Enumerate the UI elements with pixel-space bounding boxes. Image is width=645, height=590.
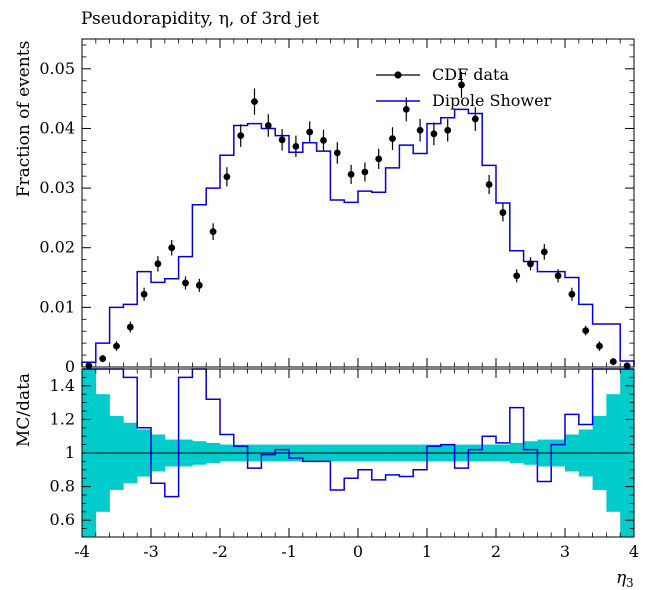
legend-label-mc: Dipole Shower	[432, 91, 552, 110]
legend: CDF data Dipole Shower	[376, 65, 552, 110]
data-point	[306, 128, 314, 136]
data-point	[389, 135, 396, 142]
data-point	[430, 130, 438, 138]
data-point	[499, 209, 507, 216]
data-point	[444, 126, 452, 134]
x-tick-label: 4	[629, 542, 639, 561]
data-point	[485, 181, 493, 188]
data-point	[540, 248, 548, 256]
legend-label-data: CDF data	[432, 65, 509, 84]
x-tick-label: -4	[74, 542, 90, 561]
y-tick-label-bottom: 1.4	[50, 376, 75, 395]
data-point	[251, 98, 258, 106]
ratio-panel: -4 -3 -2 -1 0 1 2 3 4 0.6 0.8 1 1.2 1.4	[50, 368, 639, 561]
chart-title: Pseudorapidity, η, of 3rd jet	[81, 9, 319, 29]
mc-series-line	[81, 108, 635, 367]
data-point	[182, 279, 189, 287]
data-series	[85, 71, 631, 370]
data-point	[113, 342, 120, 350]
data-point	[568, 290, 576, 298]
data-point	[320, 136, 327, 144]
x-tick-label: 1	[422, 542, 432, 561]
legend-data-marker	[394, 71, 402, 79]
y-tick-label-bottom: 0.8	[50, 477, 75, 496]
data-point	[168, 244, 176, 252]
y-tick-label-top: 0	[65, 357, 75, 376]
data-point	[264, 122, 272, 129]
data-point	[223, 173, 231, 181]
data-point	[416, 126, 424, 134]
data-point	[554, 272, 562, 280]
data-point	[582, 327, 590, 335]
data-point	[99, 355, 107, 363]
data-point	[458, 81, 465, 89]
data-point	[85, 362, 93, 370]
y-tick-label-top: 0.01	[39, 297, 75, 316]
distribution-panel: 0 0.01 0.02 0.03 0.04 0.05	[39, 38, 635, 376]
data-point	[154, 260, 162, 268]
data-point	[527, 260, 534, 268]
data-point	[237, 132, 245, 140]
data-point	[347, 170, 355, 178]
y-tick-label-bottom: 0.6	[50, 510, 75, 529]
data-point	[140, 290, 148, 298]
data-point	[402, 105, 410, 113]
data-point	[195, 281, 203, 289]
data-point	[513, 272, 521, 280]
data-point	[333, 149, 341, 157]
y-tick-label-bottom: 1.2	[50, 409, 75, 428]
data-point	[596, 342, 603, 350]
data-point	[609, 358, 617, 366]
data-point	[375, 155, 383, 163]
x-tick-label: 3	[560, 542, 570, 561]
x-tick-label: -2	[212, 542, 228, 561]
data-point	[361, 168, 369, 176]
y-axis-title-bottom: MC/data	[14, 373, 34, 447]
x-tick-label: 2	[491, 542, 501, 561]
x-tick-label: 0	[353, 542, 363, 561]
data-point	[126, 323, 134, 331]
y-tick-label-bottom: 1	[65, 443, 75, 462]
data-point	[292, 142, 300, 150]
y-tick-label-top: 0.02	[39, 238, 75, 257]
y-tick-label-top: 0.04	[39, 118, 75, 137]
y-tick-label-top: 0.05	[39, 59, 75, 78]
x-axis-title: η 3	[616, 568, 634, 590]
data-point	[278, 136, 286, 144]
ratio-line	[82, 368, 634, 498]
x-axis-title-symbol: η	[616, 568, 627, 588]
x-tick-label: -3	[143, 542, 159, 561]
x-tick-label: -1	[281, 542, 297, 561]
data-point	[209, 228, 217, 236]
data-point	[471, 115, 479, 123]
y-axis-title-top: Fraction of events	[14, 41, 34, 198]
x-axis-title-subscript: 3	[626, 576, 634, 590]
y-tick-label-top: 0.03	[39, 178, 75, 197]
data-point	[623, 362, 631, 370]
